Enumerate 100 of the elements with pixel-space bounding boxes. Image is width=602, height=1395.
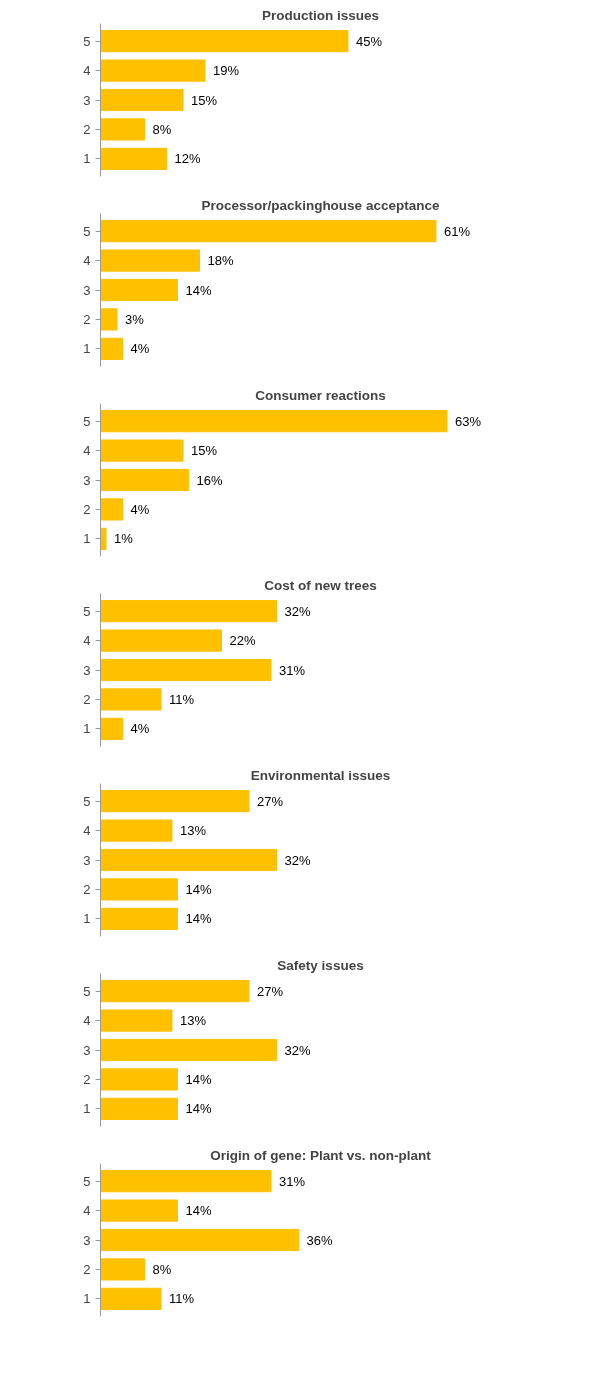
bar bbox=[100, 118, 145, 141]
chart-title: Consumer reactions bbox=[255, 387, 386, 403]
bar bbox=[100, 88, 184, 112]
bar bbox=[100, 790, 250, 813]
y-tick-label: 3 bbox=[83, 662, 91, 678]
bar bbox=[100, 1068, 178, 1091]
bar bbox=[100, 1199, 178, 1222]
data-label: 14% bbox=[185, 1203, 212, 1219]
bar bbox=[100, 980, 250, 1003]
bar bbox=[100, 1038, 277, 1062]
data-label: 14% bbox=[185, 1071, 212, 1087]
y-tick-label: 2 bbox=[83, 121, 91, 137]
data-label: 4% bbox=[130, 341, 150, 357]
y-tick-label: 4 bbox=[83, 1203, 91, 1219]
data-label: 45% bbox=[355, 33, 383, 49]
data-label: 15% bbox=[190, 443, 218, 459]
y-tick-label: 3 bbox=[83, 282, 91, 298]
text: Environmental issues bbox=[250, 767, 391, 783]
y-tick-label: 3 bbox=[83, 472, 91, 488]
bar bbox=[100, 1170, 272, 1193]
y-tick-label: 1 bbox=[83, 911, 91, 927]
y-tick-label: 1 bbox=[83, 1291, 91, 1307]
data-label: 18% bbox=[207, 253, 234, 269]
bar bbox=[100, 1228, 299, 1252]
bar bbox=[100, 30, 349, 53]
y-tick-label: 4 bbox=[83, 823, 91, 839]
y-tick-label: 5 bbox=[83, 983, 91, 999]
bar bbox=[100, 878, 178, 901]
bar bbox=[100, 278, 178, 302]
y-tick-label: 1 bbox=[83, 531, 91, 547]
bar bbox=[100, 1287, 162, 1310]
y-tick-label: 5 bbox=[83, 1173, 91, 1189]
bar bbox=[100, 717, 123, 740]
data-label: 63% bbox=[454, 413, 482, 429]
bar bbox=[100, 59, 206, 82]
y-tick-label: 4 bbox=[83, 633, 91, 649]
data-label: 32% bbox=[284, 1042, 311, 1058]
data-label: 32% bbox=[284, 603, 311, 619]
bar bbox=[100, 249, 200, 272]
data-label: 8% bbox=[152, 1261, 172, 1277]
chart-title: Origin of gene: Plant vs. non-plant bbox=[210, 1147, 432, 1163]
chart-title: Production issues bbox=[261, 7, 380, 23]
text: Safety issues bbox=[277, 957, 364, 973]
data-label: 27% bbox=[256, 983, 284, 999]
bar bbox=[100, 1009, 173, 1032]
data-label: 3% bbox=[125, 311, 145, 327]
data-label: 14% bbox=[185, 911, 212, 927]
y-tick-label: 5 bbox=[83, 603, 91, 619]
y-tick-label: 2 bbox=[83, 1261, 91, 1277]
y-tick-label: 4 bbox=[83, 1013, 91, 1029]
y-tick-label: 2 bbox=[83, 1071, 91, 1087]
y-tick-label: 1 bbox=[83, 341, 91, 357]
y-tick-label: 1 bbox=[83, 721, 91, 737]
data-label: 11% bbox=[168, 691, 195, 707]
data-label: 12% bbox=[174, 151, 201, 167]
bar bbox=[100, 498, 123, 521]
data-label: 14% bbox=[185, 282, 212, 298]
y-tick-label: 4 bbox=[83, 253, 91, 269]
data-label: 36% bbox=[306, 1232, 333, 1248]
data-label: 4% bbox=[130, 721, 150, 737]
data-label: 27% bbox=[256, 793, 284, 809]
chart-title: Processor/packinghouse acceptance bbox=[201, 197, 440, 213]
bar bbox=[100, 337, 123, 360]
bar bbox=[100, 629, 222, 652]
data-label: 31% bbox=[278, 662, 306, 678]
y-tick-label: 2 bbox=[83, 311, 91, 327]
y-tick-label: 2 bbox=[83, 691, 91, 707]
y-tick-label: 1 bbox=[83, 151, 91, 167]
data-label: 4% bbox=[130, 501, 150, 517]
y-tick-label: 5 bbox=[83, 223, 91, 239]
bar bbox=[100, 410, 448, 433]
bar bbox=[100, 819, 173, 842]
bar bbox=[100, 848, 277, 872]
data-label: 13% bbox=[179, 823, 207, 839]
data-label: 31% bbox=[278, 1173, 306, 1189]
bar bbox=[100, 439, 184, 462]
bar bbox=[100, 688, 162, 711]
data-label: 19% bbox=[212, 63, 240, 79]
y-tick-label: 5 bbox=[83, 793, 91, 809]
data-label: 32% bbox=[284, 852, 311, 868]
y-tick-label: 4 bbox=[83, 443, 91, 459]
data-label: 16% bbox=[196, 472, 223, 488]
y-tick-label: 4 bbox=[83, 63, 91, 79]
data-label: 1% bbox=[114, 531, 134, 547]
data-label: 14% bbox=[185, 881, 212, 897]
data-label: 22% bbox=[229, 633, 256, 649]
y-tick-label: 3 bbox=[83, 1232, 91, 1248]
y-tick-label: 5 bbox=[83, 413, 91, 429]
bar bbox=[100, 308, 118, 331]
y-tick-label: 2 bbox=[83, 881, 91, 897]
data-label: 8% bbox=[152, 121, 172, 137]
y-tick-label: 3 bbox=[83, 92, 91, 108]
bar bbox=[100, 468, 189, 492]
data-label: 11% bbox=[168, 1291, 195, 1307]
y-tick-label: 3 bbox=[83, 1042, 91, 1058]
y-tick-label: 5 bbox=[83, 33, 91, 49]
bar bbox=[100, 658, 272, 682]
y-tick-label: 3 bbox=[83, 852, 91, 868]
bar bbox=[100, 220, 437, 243]
data-label: 61% bbox=[443, 223, 471, 239]
